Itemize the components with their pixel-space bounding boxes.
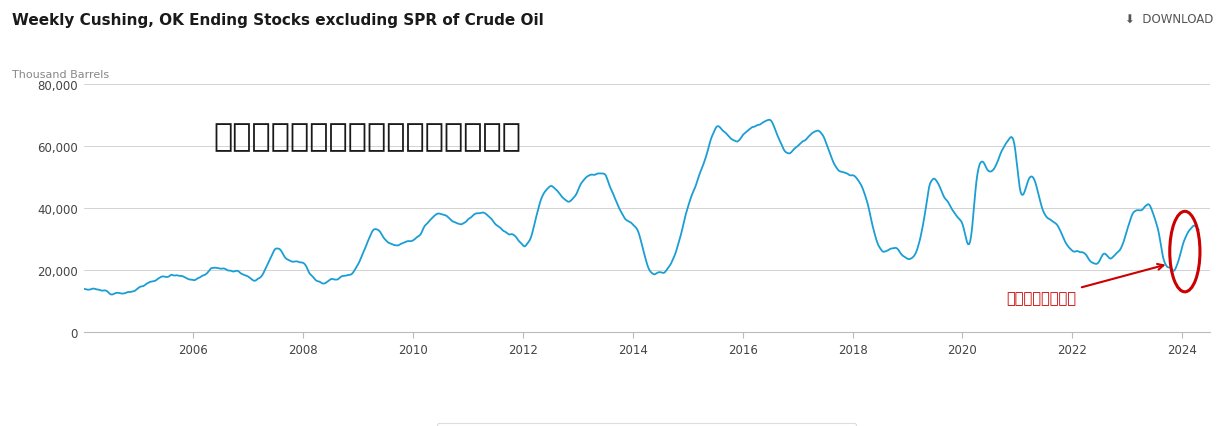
Text: ⬇  DOWNLOAD: ⬇ DOWNLOAD [1125, 13, 1213, 26]
Text: 库存曲线快速升高: 库存曲线快速升高 [1006, 265, 1163, 306]
Text: Thousand Barrels: Thousand Barrels [12, 70, 109, 80]
Text: Weekly Cushing, OK Ending Stocks excluding SPR of Crude Oil: Weekly Cushing, OK Ending Stocks excludi… [12, 13, 544, 28]
Text: 俄克拉荷马州库欣地区原油库存曲线: 俄克拉荷马州库欣地区原油库存曲线 [212, 122, 521, 153]
Legend: Weekly Cushing, OK Ending Stocks excluding SPR of Crude Oil: Weekly Cushing, OK Ending Stocks excludi… [437, 423, 856, 426]
